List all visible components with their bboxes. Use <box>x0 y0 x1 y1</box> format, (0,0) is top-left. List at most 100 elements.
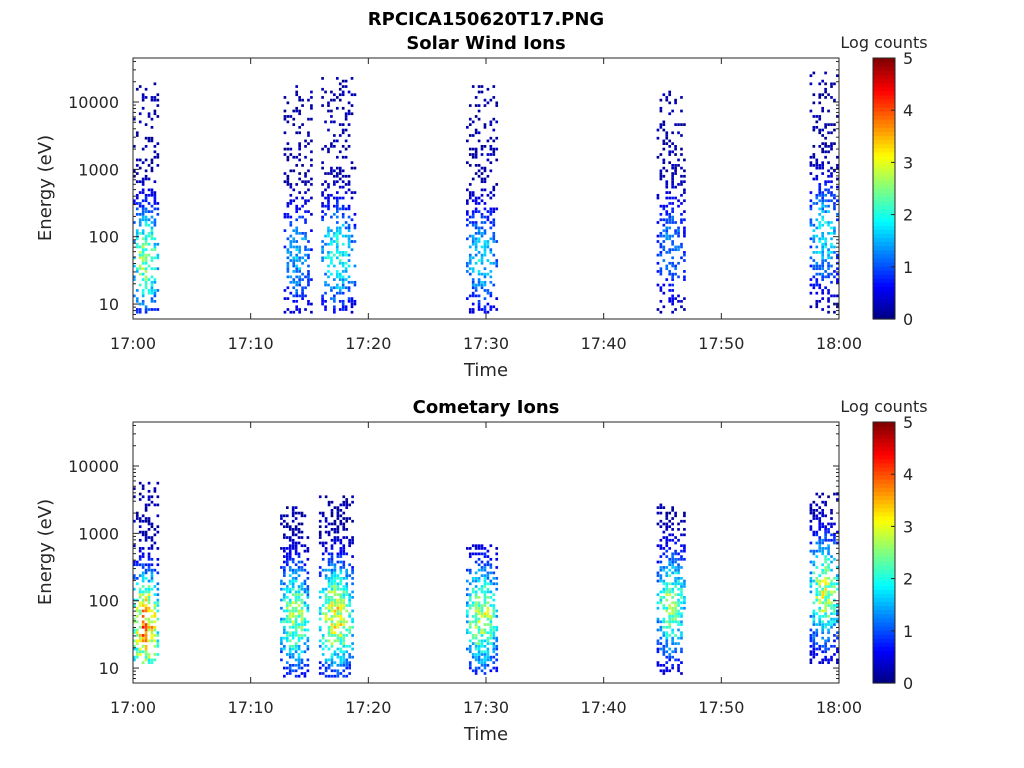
spectrogram-cell <box>671 240 674 243</box>
spectrogram-cell <box>680 585 683 588</box>
spectrogram-cell <box>671 210 674 213</box>
spectrogram-cell <box>138 158 142 162</box>
x-tick-label: 18:00 <box>816 698 862 717</box>
spectrogram-cell <box>833 229 836 232</box>
spectrogram-cell <box>300 658 304 662</box>
spectrogram-cell <box>665 131 669 135</box>
spectrogram-cell <box>659 270 663 273</box>
spectrogram-cell <box>133 576 136 580</box>
spectrogram-cell <box>286 251 290 254</box>
spectrogram-cell <box>288 604 292 607</box>
spectrogram-cell <box>295 131 299 135</box>
spectrogram-cell <box>492 153 496 156</box>
spectrogram-cell <box>665 169 669 173</box>
colorbar-swatch <box>873 605 895 611</box>
spectrogram-cell <box>306 609 310 613</box>
colorbar-swatch <box>873 282 895 287</box>
spectrogram-cell <box>333 563 337 567</box>
spectrogram-cell <box>294 620 298 624</box>
spectrogram-cell <box>283 636 286 640</box>
spectrogram-cell <box>827 563 830 567</box>
spectrogram-cell <box>827 598 830 602</box>
spectrogram-cell <box>815 302 819 306</box>
spectrogram-cell <box>330 538 334 542</box>
spectrogram-cell <box>138 112 142 116</box>
spectrogram-cell <box>303 623 307 626</box>
spectrogram-cell <box>304 237 307 241</box>
spectrogram-cell <box>342 587 346 591</box>
spectrogram-cell <box>665 587 669 591</box>
spectrogram-cell <box>830 617 833 621</box>
spectrogram-cell <box>818 506 822 509</box>
colorbar-swatch <box>873 302 895 308</box>
spectrogram-cell <box>674 232 677 235</box>
spectrogram-cell <box>480 552 484 556</box>
spectrogram-cell <box>659 576 663 580</box>
spectrogram-cell <box>297 593 301 596</box>
spectrogram-cell <box>294 606 298 610</box>
spectrogram-cell <box>141 609 145 613</box>
spectrogram-cell <box>285 617 289 621</box>
spectrogram-cell <box>665 511 669 515</box>
spectrogram-cell <box>283 625 286 629</box>
spectrogram-cell <box>156 593 160 596</box>
spectrogram-cell <box>295 299 299 303</box>
spectrogram-cell <box>492 606 496 610</box>
spectrogram-cell <box>824 514 827 518</box>
spectrogram-cell <box>815 631 819 635</box>
spectrogram-cell <box>327 101 330 105</box>
spectrogram-cell <box>153 96 157 99</box>
colorbar-tick-label: 1 <box>903 258 913 277</box>
spectrogram-cell <box>283 525 286 529</box>
spectrogram-cell <box>477 270 481 273</box>
spectrogram-cell <box>680 166 683 170</box>
spectrogram-cell <box>144 199 148 203</box>
colorbar-swatch <box>873 458 895 464</box>
spectrogram-cell <box>304 221 307 224</box>
spectrogram-cell <box>812 563 816 567</box>
spectrogram-cell <box>489 658 493 662</box>
spectrogram-cell <box>809 525 813 529</box>
spectrogram-cell <box>671 215 674 219</box>
spectrogram-cell <box>665 522 669 526</box>
spectrogram-cell <box>833 251 836 254</box>
spectrogram-cell <box>836 631 839 635</box>
spectrogram-cell <box>342 644 346 648</box>
spectrogram-cell <box>341 251 345 254</box>
spectrogram-cell <box>471 291 475 295</box>
spectrogram-cell <box>477 90 481 94</box>
spectrogram-cell <box>321 183 324 186</box>
spectrogram-cell <box>659 98 663 102</box>
spectrogram-cell <box>135 131 139 135</box>
spectrogram-cell <box>336 587 340 591</box>
spectrogram-cell <box>147 503 151 507</box>
spectrogram-cell <box>656 571 660 575</box>
spectrogram-cell <box>298 147 301 151</box>
spectrogram-cell <box>495 147 499 151</box>
spectrogram-cell <box>824 245 827 249</box>
spectrogram-cell <box>656 647 660 651</box>
spectrogram-cell <box>659 560 663 564</box>
spectrogram-cell <box>483 275 487 279</box>
spectrogram-cell <box>338 169 342 173</box>
spectrogram-cell <box>289 221 293 224</box>
spectrogram-cell <box>283 566 286 569</box>
spectrogram-cell <box>347 240 351 243</box>
colorbar-swatch <box>873 568 895 574</box>
spectrogram-cell <box>333 519 337 523</box>
spectrogram-cell <box>656 511 660 515</box>
colorbar-tick-label: 5 <box>903 49 913 68</box>
spectrogram-cell <box>674 579 677 583</box>
spectrogram-cell <box>468 256 472 260</box>
spectrogram-cell <box>147 223 151 227</box>
spectrogram-cell <box>147 218 151 222</box>
spectrogram-cell <box>339 639 343 643</box>
spectrogram-cell <box>480 259 484 262</box>
spectrogram-cell <box>141 215 145 219</box>
spectrogram-cell <box>659 647 663 651</box>
spectrogram-cell <box>294 579 298 583</box>
spectrogram-cell <box>333 180 336 184</box>
spectrogram-cell <box>495 101 499 105</box>
spectrogram-cell <box>324 601 328 605</box>
spectrogram-cell <box>489 557 493 561</box>
